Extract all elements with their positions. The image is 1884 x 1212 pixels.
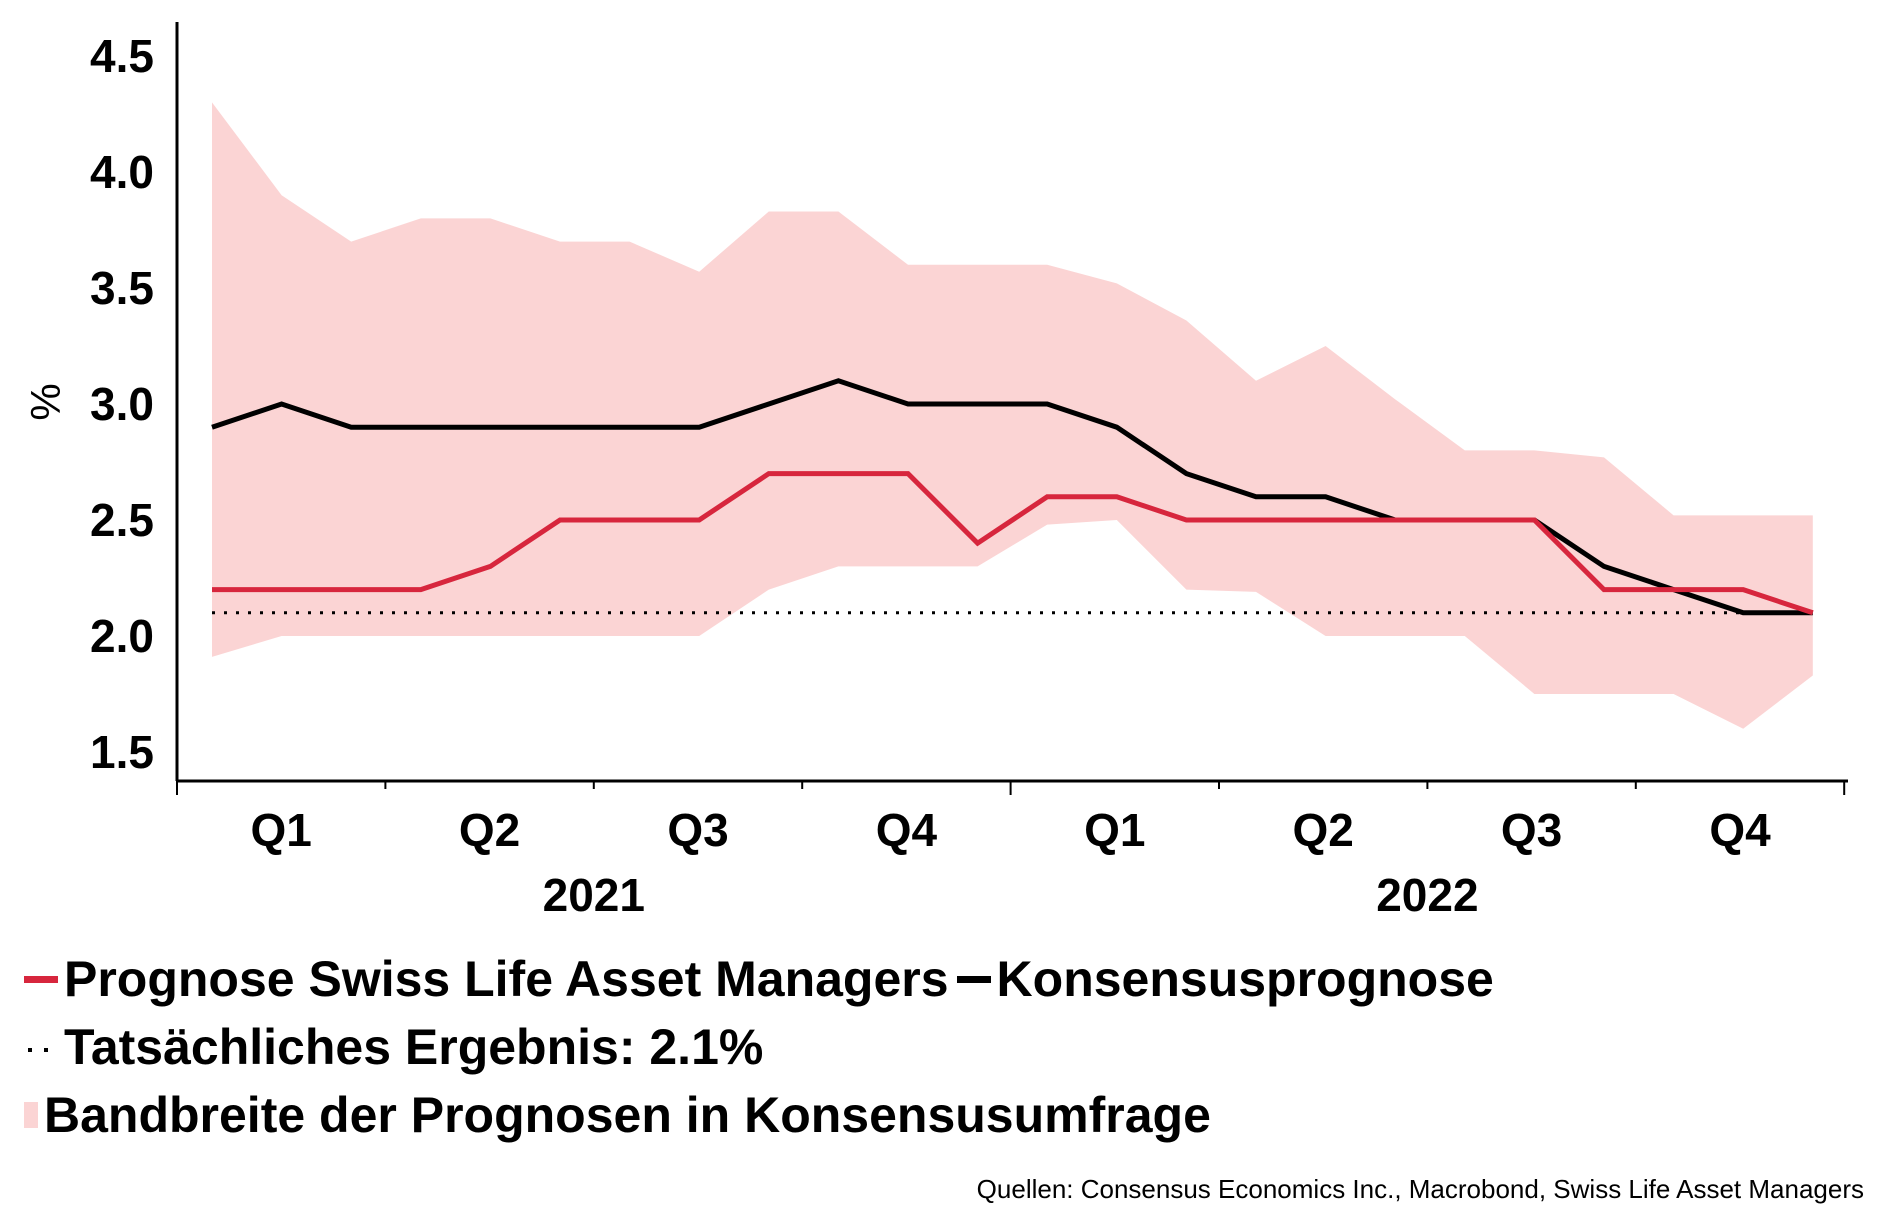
legend-row-2: Tatsächliches Ergebnis: 2.1% (24, 1018, 763, 1076)
x-year-label: 2021 (543, 869, 645, 921)
legend-row-3: Bandbreite der Prognosen in Konsensusumf… (24, 1086, 1211, 1144)
legend-swatch-actual (24, 1042, 58, 1052)
legend-item-consensus: Konsensusprognose (956, 950, 1494, 1008)
y-tick-label: 3.0 (90, 378, 154, 430)
line-chart: 1.5 2.0 2.5 3.0 3.5 4.0 4.5 Q1 Q2 Q3 Q4 Q1 Q2 Q3 Q4 20… (22, 22, 1848, 921)
legend-item-band: Bandbreite der Prognosen in Konsensusumf… (24, 1086, 1211, 1144)
legend-item-actual: Tatsächliches Ergebnis: 2.1% (24, 1018, 763, 1076)
y-tick-label: 3.5 (90, 262, 154, 314)
series-line-consensus (211, 378, 1813, 616)
legend-label-band: Bandbreite der Prognosen in Konsensusumf… (44, 1087, 1211, 1143)
legend-item-swiss-life: Prognose Swiss Life Asset Managers (24, 950, 949, 1008)
legend-swatch-band (24, 1102, 38, 1128)
x-quarter-label: Q1 (251, 804, 312, 856)
x-quarter-label: Q4 (1709, 804, 1771, 856)
legend-label-swiss-life: Prognose Swiss Life Asset Managers (64, 951, 949, 1007)
forecast-range-band (212, 102, 1813, 729)
x-quarter-label: Q4 (876, 804, 938, 856)
source-note: Quellen: Consensus Economics Inc., Macro… (976, 1174, 1864, 1204)
legend-swatch-swiss-life (24, 975, 58, 983)
x-quarter-label: Q2 (1293, 804, 1354, 856)
legend-label-consensus: Konsensusprognose (996, 951, 1494, 1007)
x-quarter-label: Q1 (1084, 804, 1145, 856)
series-line-swiss-life (212, 471, 1814, 616)
legend-row-1: Prognose Swiss Life Asset Managers Konse… (24, 950, 1494, 1008)
y-tick-label: 4.5 (90, 30, 154, 82)
x-quarter-label: Q2 (459, 804, 520, 856)
y-tick-label: 1.5 (90, 726, 154, 778)
x-year-label: 2022 (1376, 869, 1478, 921)
legend-swatch-consensus (956, 975, 991, 983)
y-tick-label: 2.0 (90, 610, 154, 662)
x-quarter-label: Q3 (1501, 804, 1562, 856)
y-axis-unit: % (22, 383, 69, 420)
x-quarter-label: Q3 (667, 804, 728, 856)
y-tick-label: 4.0 (90, 146, 154, 198)
legend-label-actual: Tatsächliches Ergebnis: 2.1% (64, 1019, 764, 1075)
y-tick-label: 2.5 (90, 494, 154, 546)
